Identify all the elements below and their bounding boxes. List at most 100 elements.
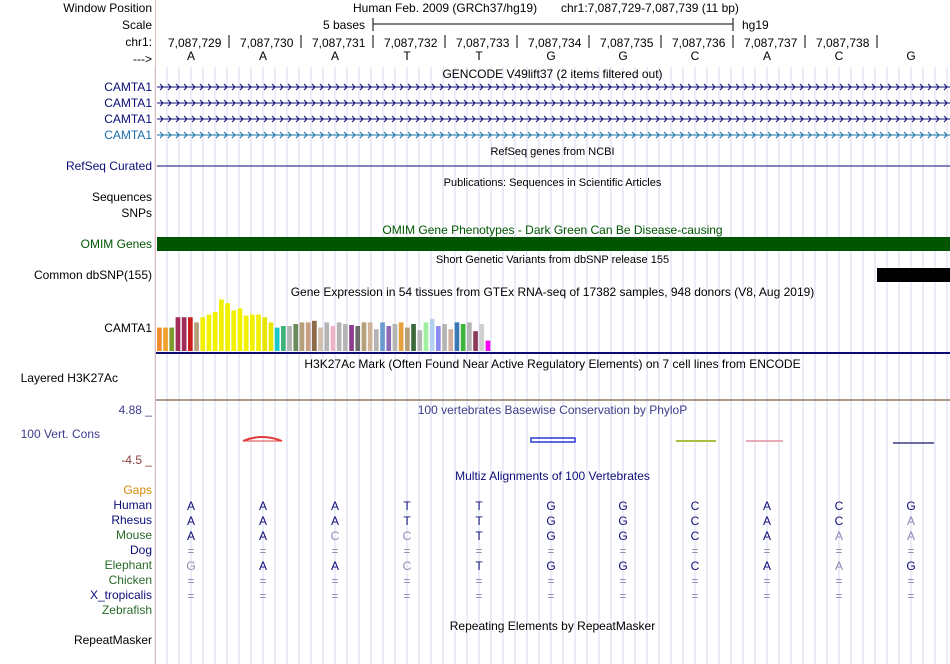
ruler-base: A [762,49,771,63]
gencode-item-label[interactable]: CAMTA1 [104,112,152,126]
gtex-track-title: Gene Expression in 54 tissues from GTEx … [290,285,815,299]
ruler-tick-label: 7,087,731 [312,36,366,50]
gtex-tissue-bar [225,303,230,351]
h3k27ac-track-label[interactable]: Layered H3K27Ac [20,371,118,385]
gtex-tissue-bar [237,308,243,351]
gtex-tissue-bar [175,317,181,351]
species-label[interactable]: Chicken [108,573,152,587]
scale-assembly-label: hg19 [742,18,769,32]
alignment-base: G [546,559,556,573]
gtex-tissue-bar [305,322,311,351]
gtex-tissue-bar [318,327,323,351]
gtex-tissue-bar [448,329,454,351]
gtex-tissue-bar [398,322,404,351]
alignment-base: = [835,544,843,558]
alignment-base: = [259,544,267,558]
gtex-tissue-bar [392,324,398,351]
species-label[interactable]: Dog [129,543,152,557]
alignment-base: G [546,529,556,543]
alignment-base: A [834,529,843,543]
species-label[interactable]: Zebrafish [101,603,152,617]
alignment-base: T [475,559,483,573]
alignment-base: = [259,589,267,603]
species-label[interactable]: Elephant [104,558,152,572]
alignment-base: = [475,574,483,588]
gencode-item-label[interactable]: CAMTA1 [104,128,152,142]
alignment-base: G [618,529,628,543]
gtex-tissue-bar [250,314,255,351]
alignment-base: A [186,529,195,543]
alignment-base: = [403,589,411,603]
gtex-tissue-bar [460,324,466,351]
ruler-base: C [690,49,700,63]
alignment-base: G [618,499,628,513]
gtex-tissue-bar [163,327,168,351]
gtex-tissue-bar [157,327,162,351]
gtex-tissue-bar [343,324,348,351]
assembly-title: Human Feb. 2009 (GRCh37/hg19) [353,1,538,15]
ruler-tick-label: 7,087,730 [240,36,294,50]
alignment-base: C [690,559,700,573]
alignment-base: C [402,559,412,573]
gencode-item-label[interactable]: CAMTA1 [104,80,152,94]
species-label[interactable]: Human [113,498,152,512]
ruler-tick-label: 7,087,734 [528,36,582,50]
gencode-track-title: GENCODE V49lift37 (2 items filtered out) [442,67,663,81]
omim-track-label[interactable]: OMIM Genes [80,237,152,251]
alignment-base: T [403,514,411,528]
ruler-base: G [618,49,628,63]
gtex-tissue-bar [386,326,392,351]
ruler-tick-label: 7,087,737 [744,36,798,50]
alignment-base: A [186,499,195,513]
alignment-base: G [906,559,916,573]
alignment-base: A [330,559,339,573]
gene-strand-chevrons [159,131,948,139]
gtex-tissue-bar [169,327,175,351]
omim-bar [157,237,950,251]
gtex-track-label[interactable]: CAMTA1 [104,321,152,335]
gtex-tissue-bar [324,322,330,351]
gtex-tissue-bar [219,299,224,351]
publications-sequences-label[interactable]: Sequences [91,190,152,204]
alignment-base: A [330,499,339,513]
alignment-base: = [835,589,843,603]
alignment-base: G [546,514,556,528]
ruler-base: G [906,49,916,63]
alignment-base: = [835,574,843,588]
gtex-tissue-bar [181,317,187,351]
refseq-track-label[interactable]: RefSeq Curated [65,159,152,173]
phylop-min-label: -4.5 _ [121,453,152,467]
alignment-base: G [546,499,556,513]
gene-strand-chevrons [159,83,948,91]
alignment-base: = [547,574,555,588]
gtex-tissue-bar [256,314,261,351]
repeatmasker-track-label[interactable]: RepeatMasker [73,633,152,647]
alignment-base: = [187,544,195,558]
publications-track-title: Publications: Sequences in Scientific Ar… [443,177,662,189]
alignment-base: = [331,589,339,603]
ruler-tick-label: 7,087,732 [384,36,438,50]
gtex-tissue-bar [454,322,460,351]
species-label[interactable]: Mouse [115,528,152,542]
gtex-tissue-bar [188,317,193,351]
gencode-item-label[interactable]: CAMTA1 [104,96,152,110]
alignment-base: A [762,559,771,573]
ruler-tick-label: 7,087,735 [600,36,654,50]
gene-strand-chevrons [159,115,948,123]
species-label[interactable]: Rhesus [111,513,152,527]
dbsnp-track-label[interactable]: Common dbSNP(155) [33,268,152,282]
gtex-tissue-bar [374,329,379,351]
alignment-base: = [331,574,339,588]
alignment-base: A [762,499,771,513]
publications-snps-label[interactable]: SNPs [121,206,152,220]
alignment-base: = [619,589,627,603]
alignment-base: = [475,544,483,558]
species-label[interactable]: X_tropicalis [89,588,152,602]
gtex-tissue-bar [467,322,472,351]
window-position-label: Window Position [63,1,152,15]
alignment-base: = [475,589,483,603]
alignment-base: = [259,574,267,588]
phylop-track-label[interactable]: 100 Vert. Cons [20,427,100,441]
gtex-tissue-bar [411,324,416,351]
